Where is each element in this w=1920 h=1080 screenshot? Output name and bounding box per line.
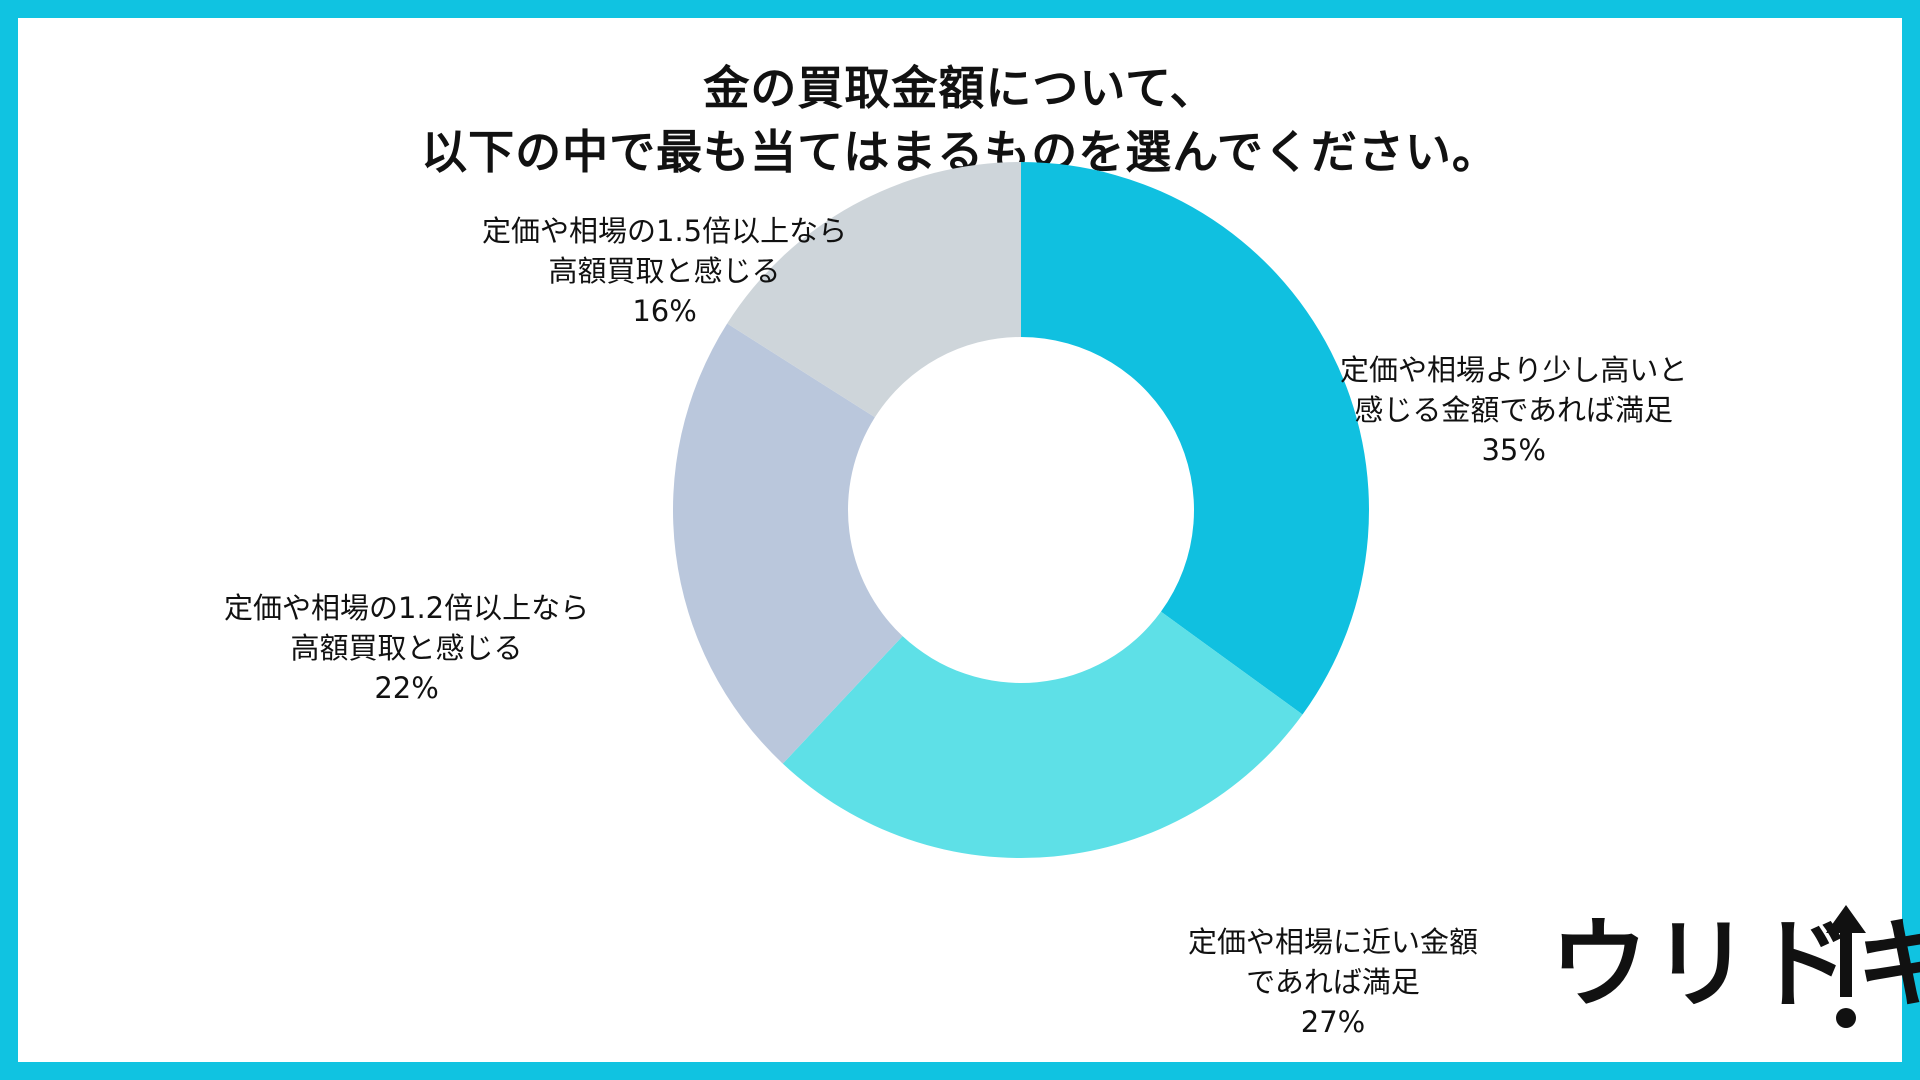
slice-label-0: 定価や相場より少し高いと 感じる金額であれば満足 35% <box>1340 350 1687 470</box>
chart-frame: 金の買取金額について、 以下の中で最も当てはまるものを選んでください。 定価や相… <box>18 18 1902 1062</box>
slice-label-3-line-1: 定価や相場の1.5倍以上なら <box>482 214 848 248</box>
slice-label-1-line-2: であれば満足 <box>1246 965 1420 999</box>
donut-slice-2 <box>673 323 903 764</box>
slice-label-2: 定価や相場の1.2倍以上なら 高額買取と感じる 22% <box>224 588 589 708</box>
slice-label-2-line-1: 定価や相場の1.2倍以上なら <box>224 591 590 625</box>
slice-value-label-1: 27% <box>1300 1005 1366 1039</box>
donut-slice-1 <box>782 611 1303 858</box>
slice-label-0-line-1: 定価や相場より少し高いと <box>1340 353 1688 387</box>
slice-label-1: 定価や相場に近い金額 であれば満足 27% <box>1188 922 1478 1042</box>
donut-slice-3 <box>727 162 1021 418</box>
chart-title: 金の買取金額について、 以下の中で最も当てはまるものを選んでください。 <box>18 56 1902 184</box>
donut-chart <box>673 162 1370 858</box>
slice-value-label-0: 35% <box>1481 433 1546 467</box>
slice-label-2-line-2: 高額買取と感じる <box>290 631 523 665</box>
slice-label-0-line-2: 感じる金額であれば満足 <box>1354 393 1674 427</box>
slice-label-1-line-1: 定価や相場に近い金額 <box>1188 925 1479 959</box>
slice-label-3: 定価や相場の1.5倍以上なら 高額買取と感じる 16% <box>482 211 847 331</box>
donut-slice-0 <box>1021 162 1370 715</box>
slice-value-label-2: 22% <box>374 671 439 705</box>
chart-title-line-1: 金の買取金額について、 <box>703 61 1217 115</box>
slice-label-3-line-2: 高額買取と感じる <box>548 254 781 288</box>
up-arrow-icon <box>1826 905 1866 1028</box>
slice-value-label-3: 16% <box>632 294 697 328</box>
